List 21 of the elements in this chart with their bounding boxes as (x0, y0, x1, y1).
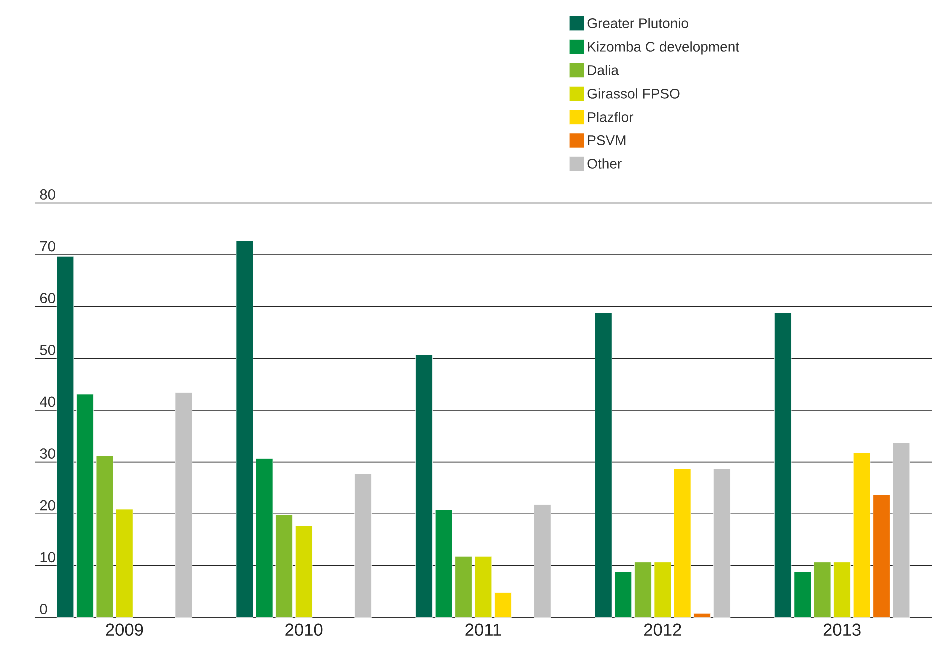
y-tick-label: 30 (40, 448, 56, 460)
legend-label: Greater Plutonio (588, 18, 688, 29)
x-tick-label: 2009 (106, 624, 144, 636)
y-tick-label: 20 (40, 500, 56, 511)
legend-label: Plazflor (588, 112, 634, 122)
y-tick-label: 0 (40, 604, 48, 615)
x-tick-label: 2012 (644, 624, 682, 636)
y-tick-label: 80 (40, 190, 56, 200)
y-tick-label: 50 (40, 345, 56, 356)
legend-label: PSVM (588, 136, 626, 146)
x-tick-label: 2011 (466, 624, 502, 636)
x-tick-label: 2010 (286, 624, 323, 636)
y-tick-label: 70 (40, 241, 56, 252)
legend-label: Girassol FPSO (588, 88, 680, 99)
y-tick-label: 40 (40, 396, 56, 408)
legend-label: Dalia (588, 65, 619, 76)
y-tick-label: 60 (40, 293, 56, 304)
legend-label: Other (588, 158, 622, 170)
legend-label: Kizomba C development (588, 42, 740, 55)
y-tick-label: 10 (40, 552, 56, 563)
x-tick-label: 2013 (824, 624, 861, 636)
